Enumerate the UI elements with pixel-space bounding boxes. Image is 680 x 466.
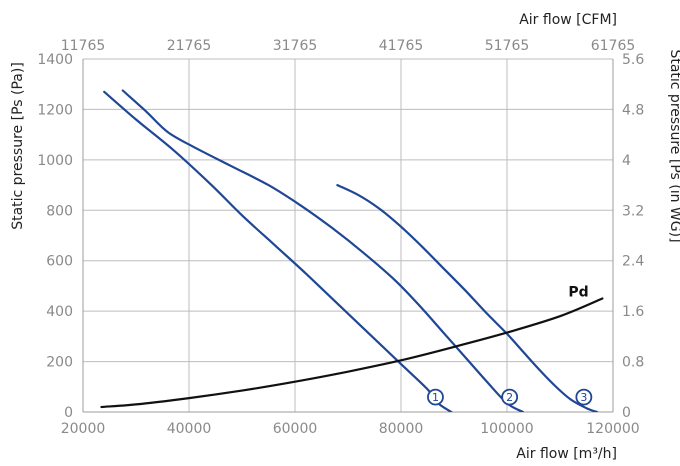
x-tick-label: 120000 <box>586 421 639 437</box>
x2-tick-label: 31765 <box>273 38 318 54</box>
y2-tick-label: 0.8 <box>622 355 644 371</box>
y-tick-label: 800 <box>46 203 73 219</box>
y-tick-label: 0 <box>64 405 73 421</box>
fan-curve-3 <box>336 184 599 412</box>
x-tick-label: 60000 <box>273 421 318 437</box>
x-tick-label: 20000 <box>61 421 106 437</box>
y-tick-label: 1000 <box>37 153 73 169</box>
pd-curve-label: Pd <box>568 285 588 301</box>
x2-tick-label: 11765 <box>61 38 106 54</box>
curve-marker-3 <box>575 388 593 406</box>
curve-marker-2 <box>501 388 519 406</box>
y-tick-label: 600 <box>46 254 73 270</box>
curve-markers: Pd 1 2 3 <box>427 285 593 406</box>
top-axis-title: Air flow [CFM] <box>519 12 617 28</box>
x2-tick-label: 41765 <box>379 38 424 54</box>
left-axis-title: Static pressure [Ps (Pa)] <box>10 62 26 230</box>
y-tick-label: 1200 <box>37 102 73 118</box>
curves <box>100 89 604 412</box>
x2-tick-label: 51765 <box>485 38 530 54</box>
curve-marker-label: 3 <box>580 391 587 404</box>
bottom-axis-title: Air flow [m³/h] <box>516 446 617 462</box>
curve-marker-label: 1 <box>432 391 439 404</box>
y2-tick-label: 5.6 <box>622 52 644 68</box>
y-tick-label: 200 <box>46 355 73 371</box>
curve-marker-label: 2 <box>506 391 513 404</box>
pd-curve <box>100 297 604 409</box>
fan-curve-2 <box>121 89 524 412</box>
x-tick-label: 80000 <box>379 421 424 437</box>
fan-curve-1 <box>103 90 453 412</box>
y2-tick-label: 4 <box>622 153 631 169</box>
y2-tick-label: 0 <box>622 405 631 421</box>
grid <box>83 58 613 412</box>
y2-tick-label: 3.2 <box>622 203 644 219</box>
y2-tick-label: 2.4 <box>622 254 644 270</box>
x-tick-label: 40000 <box>167 421 212 437</box>
x-tick-label: 100000 <box>480 421 533 437</box>
y-tick-label: 400 <box>46 304 73 320</box>
y2-tick-label: 4.8 <box>622 102 644 118</box>
y2-tick-label: 1.6 <box>622 304 644 320</box>
plot-frame <box>82 59 614 413</box>
y-tick-label: 1400 <box>37 52 73 68</box>
curve-marker-1 <box>427 388 444 406</box>
x2-tick-label: 21765 <box>167 38 212 54</box>
right-axis-title: Static pressure [Ps (in WG)] <box>667 49 680 242</box>
x2-tick-label: 61765 <box>591 38 636 54</box>
